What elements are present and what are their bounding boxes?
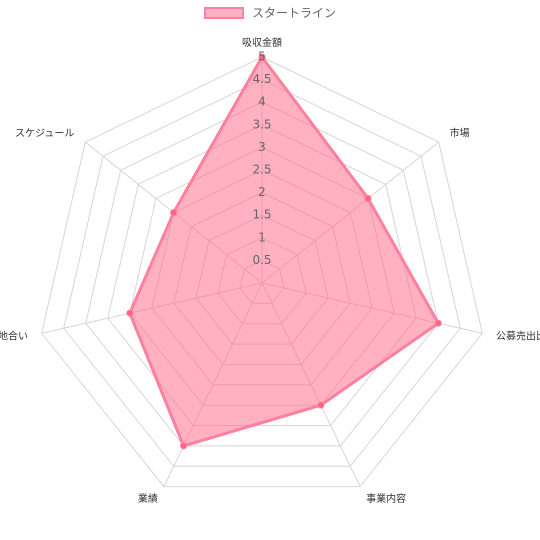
axis-label-6: 地合い xyxy=(0,329,28,342)
radar-series xyxy=(126,53,442,450)
data-point-1[interactable] xyxy=(258,53,266,61)
tick-label-3: 1.5 xyxy=(252,208,271,222)
data-point-3[interactable] xyxy=(434,319,442,327)
grid-ring-7 xyxy=(107,124,417,427)
data-point-5[interactable] xyxy=(180,442,188,450)
grid-ring-10 xyxy=(41,56,483,488)
chart-legend[interactable]: スタートライン xyxy=(0,4,540,21)
radar-axis-labels: 吸収金額市場公募売出比事業内容 業績 地合い スケジュール xyxy=(0,36,540,505)
axis-label-4: 事業内容 xyxy=(366,492,406,505)
tick-label-7: 3.5 xyxy=(252,117,271,131)
tick-label-10: 5 xyxy=(258,50,266,64)
axis-label-1: 吸収金額 xyxy=(242,36,282,49)
tick-label-5: 2.5 xyxy=(252,163,271,177)
tick-label-6: 3 xyxy=(258,140,266,154)
tick-label-2: 1 xyxy=(258,230,266,244)
radar-ticks: 0.5 1 1.5 2 2.5 3 3.5 4 4.5 5 xyxy=(252,50,271,267)
axis-label-3: 公募売出比 xyxy=(496,329,540,342)
axis-label-2: 市場 xyxy=(450,126,470,139)
legend-label: スタートライン xyxy=(251,6,336,20)
grid-ring-8 xyxy=(85,101,439,447)
legend-swatch xyxy=(203,6,244,19)
tick-label-1: 0.5 xyxy=(252,253,271,267)
grid-ring-9 xyxy=(63,79,461,467)
tick-label-8: 4 xyxy=(258,95,266,109)
data-point-4[interactable] xyxy=(317,401,325,409)
axis-label-7: スケジュール xyxy=(15,127,74,139)
tick-label-4: 2 xyxy=(258,185,266,199)
axis-label-5: 業績 xyxy=(138,492,158,505)
tick-label-9: 4.5 xyxy=(252,72,271,86)
series-area[interactable] xyxy=(128,55,440,448)
data-point-7[interactable] xyxy=(170,209,178,217)
data-point-2[interactable] xyxy=(364,194,372,202)
data-point-6[interactable] xyxy=(126,309,134,317)
